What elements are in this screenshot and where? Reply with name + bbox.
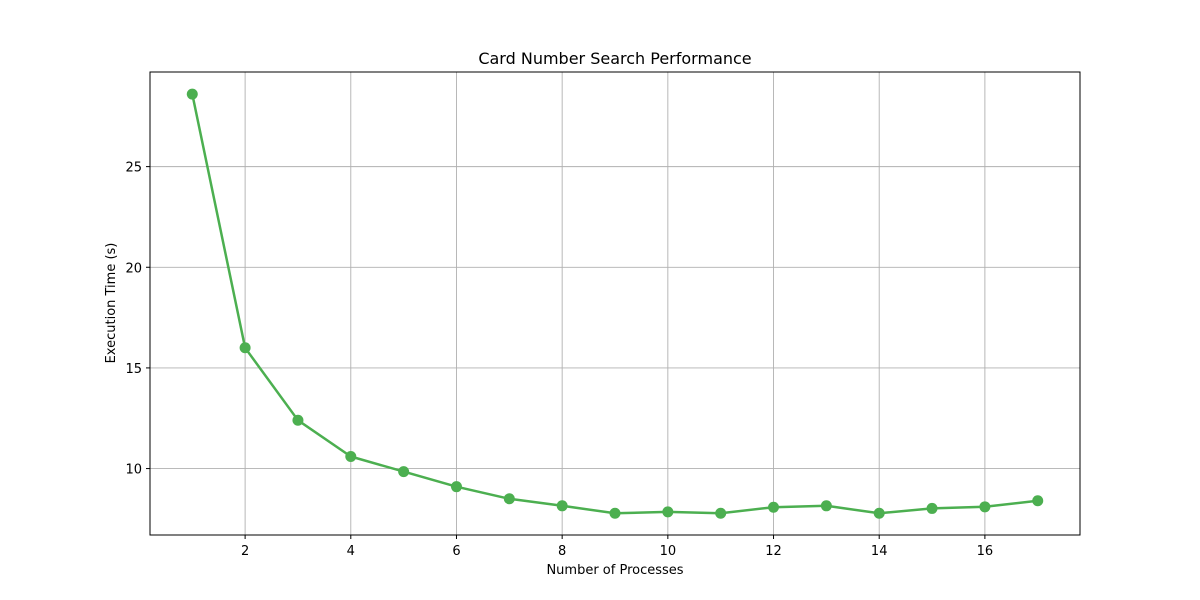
y-tick-label: 25 <box>125 161 142 176</box>
data-point <box>979 501 991 513</box>
y-axis-label: Execution Time (s) <box>104 243 119 364</box>
y-tick-label: 15 <box>125 362 142 377</box>
data-point <box>1032 495 1044 507</box>
data-point <box>239 342 251 354</box>
data-point <box>556 500 568 512</box>
data-point <box>503 493 515 505</box>
data-point <box>345 450 357 462</box>
data-point <box>609 507 621 519</box>
series-layer <box>186 88 1044 519</box>
series-line <box>191 93 1038 515</box>
y-tick-label: 10 <box>125 463 142 478</box>
grid <box>150 72 1080 535</box>
data-point <box>662 506 674 518</box>
data-point <box>768 501 780 513</box>
axes: 2 4 6 8 10 12 14 16 10 15 20 25 <box>125 71 1081 559</box>
y-tick-label: 20 <box>125 261 142 276</box>
data-point <box>186 88 198 100</box>
x-tick-label: 12 <box>765 544 782 559</box>
x-tick-label: 16 <box>977 544 994 559</box>
data-point <box>450 481 462 493</box>
x-tick-label: 10 <box>660 544 677 559</box>
x-tick-label: 4 <box>347 544 355 559</box>
x-tick-label: 14 <box>871 544 888 559</box>
x-axis-label: Number of Processes <box>546 563 683 578</box>
plot-frame <box>149 71 1081 536</box>
data-point <box>873 507 885 519</box>
data-point <box>820 500 832 512</box>
data-point <box>292 414 304 426</box>
x-tick-label: 2 <box>241 544 249 559</box>
x-tick-label: 8 <box>558 544 566 559</box>
data-point <box>398 466 410 478</box>
chart-title: Card Number Search Performance <box>478 49 751 68</box>
data-point <box>926 502 938 514</box>
data-point <box>715 507 727 519</box>
x-tick-label: 6 <box>452 544 460 559</box>
